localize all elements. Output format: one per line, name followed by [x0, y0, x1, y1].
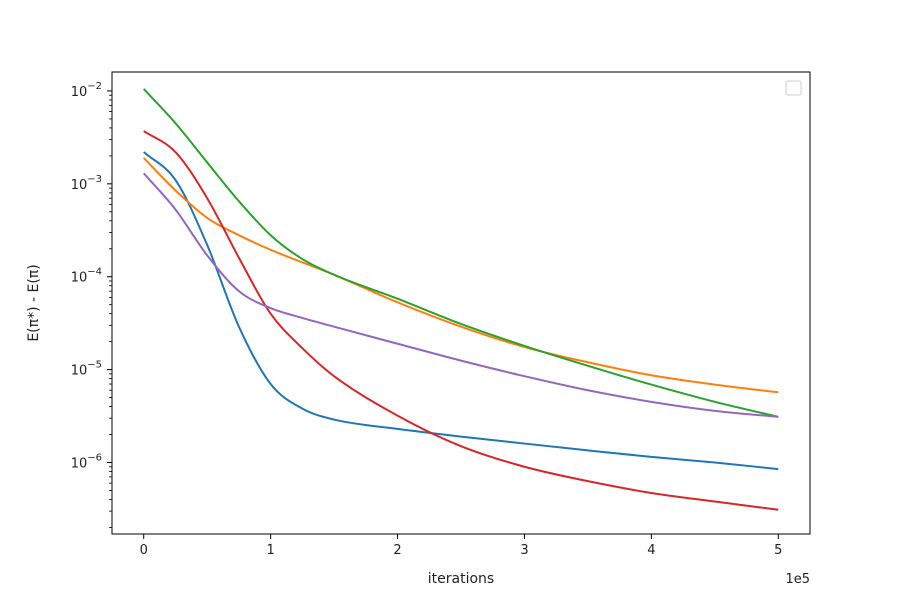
- series-line-2: [143, 157, 779, 394]
- x-tick-label: 1: [266, 543, 274, 558]
- series-layer: [142, 88, 779, 511]
- plot-area: [111, 71, 811, 535]
- series-line-3: [142, 88, 779, 418]
- y-tick-label: 10−4: [71, 267, 102, 286]
- x-tick-label: 3: [520, 543, 528, 558]
- y-tick-label: 10−5: [71, 360, 102, 379]
- y-tick-label: 10−3: [71, 174, 102, 193]
- x-multiplier-label: 1e5: [785, 572, 810, 587]
- y-axis: 10−2 10−3 10−4 10−5 10−6: [71, 81, 112, 528]
- series-line-5: [142, 172, 779, 418]
- x-axis: 0 1 2 3 4 5: [140, 534, 782, 558]
- y-axis-label: E(π*) - E(π): [26, 264, 42, 341]
- x-tick-label: 4: [647, 543, 655, 558]
- x-tick-label: 0: [140, 543, 148, 558]
- legend-box[interactable]: [785, 80, 802, 96]
- y-tick-label: 10−6: [71, 453, 102, 472]
- y-tick-label: 10−2: [71, 81, 102, 100]
- x-axis-label: iterations: [428, 571, 494, 587]
- x-tick-label: 5: [774, 543, 782, 558]
- series-line-1: [143, 151, 779, 471]
- series-line-4: [143, 130, 779, 511]
- x-tick-label: 2: [393, 543, 401, 558]
